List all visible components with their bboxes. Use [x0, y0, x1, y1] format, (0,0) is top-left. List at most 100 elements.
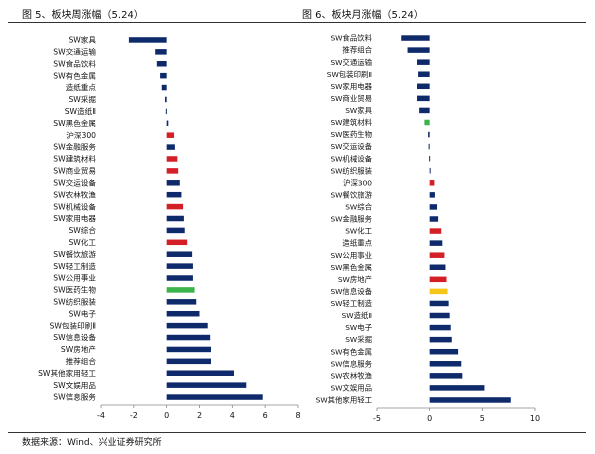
- category-label: SW轻工制造: [53, 261, 96, 271]
- category-label: SW采掘: [68, 94, 96, 104]
- x-tick-label: -2: [130, 411, 138, 420]
- category-label: SW家用电器: [53, 213, 96, 223]
- bar: [429, 264, 446, 271]
- category-label: SW餐饮旅游: [330, 190, 372, 199]
- bar: [166, 251, 193, 257]
- category-label: SW电子: [68, 308, 96, 318]
- category-label: SW农林牧渔: [53, 189, 96, 199]
- x-tick-label: 0: [164, 411, 169, 420]
- category-label: SW信息服务: [53, 392, 96, 402]
- category-label: SW轻工制造: [330, 299, 372, 308]
- category-label: SW交运设备: [53, 177, 96, 187]
- bar: [166, 394, 263, 400]
- bar: [166, 310, 200, 317]
- category-label: SW公用事业: [330, 251, 372, 260]
- x-tick-label: 0: [427, 414, 432, 423]
- bar: [429, 348, 459, 355]
- bar: [428, 131, 430, 138]
- category-label: SW综合: [68, 225, 96, 235]
- category-label: SW纺织服装: [53, 296, 96, 306]
- bar: [429, 300, 449, 307]
- bar: [429, 167, 431, 174]
- bar: [166, 132, 175, 138]
- bar: [166, 322, 208, 329]
- bar: [166, 263, 193, 269]
- category-label: SW文娱用品: [330, 383, 372, 392]
- x-tick-label: 8: [295, 411, 300, 420]
- category-label: 沪深300: [66, 130, 96, 140]
- category-label: SW信息设备: [53, 332, 96, 342]
- category-label: SW金融服务: [330, 215, 372, 224]
- bar: [429, 361, 462, 367]
- category-label: SW家具: [345, 106, 372, 115]
- bar: [166, 120, 169, 127]
- bar: [166, 215, 184, 222]
- category-label: SW房地产: [61, 344, 97, 354]
- bar: [429, 336, 452, 343]
- category-label: SW医药生物: [330, 130, 372, 139]
- category-label: SW食品饮料: [53, 58, 96, 68]
- bar: [166, 346, 211, 353]
- bar: [166, 156, 178, 162]
- bar: [419, 107, 430, 114]
- category-label: SW其他家用轻工: [38, 368, 96, 378]
- bar: [429, 192, 435, 198]
- bar: [429, 228, 442, 234]
- category-label: SW餐饮旅游: [53, 249, 96, 259]
- x-tick-label: 6: [263, 411, 268, 420]
- bar: [156, 61, 167, 67]
- x-tick-label: 2: [197, 411, 202, 420]
- bar: [166, 191, 182, 198]
- bar: [429, 276, 447, 283]
- bar: [429, 252, 445, 258]
- bar: [429, 288, 448, 295]
- bar: [155, 49, 167, 55]
- bar: [418, 71, 430, 77]
- bar: [166, 239, 188, 246]
- bar: [166, 203, 184, 210]
- bar: [166, 358, 211, 365]
- category-label: SW家用电器: [330, 82, 372, 91]
- category-label: SW信息设备: [330, 287, 372, 296]
- category-label: SW有色金属: [330, 347, 372, 356]
- category-label: SW造纸Ⅱ: [342, 311, 372, 320]
- category-label: SW信息服务: [330, 359, 372, 368]
- category-label: SW建筑材料: [330, 118, 372, 127]
- category-label: 造纸重点: [66, 82, 97, 92]
- category-label: SW采掘: [345, 335, 372, 344]
- bar: [429, 373, 463, 379]
- category-label: SW其他家用轻工: [316, 396, 373, 405]
- bar: [166, 299, 197, 305]
- bar: [407, 47, 430, 53]
- bar: [166, 382, 247, 388]
- bottom-divider: [8, 432, 586, 433]
- bar: [166, 168, 179, 174]
- bar: [429, 155, 431, 162]
- category-label: SW造纸Ⅱ: [65, 106, 96, 116]
- bar: [417, 83, 430, 90]
- category-label: SW机械设备: [330, 154, 372, 163]
- category-label: SW黑色金属: [330, 263, 372, 272]
- bar: [128, 37, 167, 43]
- bar: [428, 143, 430, 150]
- category-label: SW纺织服装: [330, 166, 372, 175]
- category-label: SW商业贸易: [330, 94, 372, 103]
- category-label: SW包装印刷Ⅱ: [50, 320, 96, 330]
- category-label: SW交通运输: [330, 58, 372, 67]
- bar: [424, 119, 430, 126]
- bar: [166, 287, 195, 293]
- category-label: SW农林牧渔: [330, 371, 372, 380]
- x-tick-label: -4: [97, 411, 105, 420]
- chart-title-month: 图 6、板块月涨幅（5.24）: [302, 10, 424, 21]
- category-label: SW建筑材料: [53, 154, 96, 164]
- x-tick-label: 5: [480, 414, 485, 423]
- category-label: SW黑色金属: [53, 118, 96, 128]
- category-label: 推荐组合: [342, 46, 372, 55]
- x-tick-label: 4: [230, 411, 235, 420]
- category-label: SW交通运输: [53, 47, 96, 57]
- category-label: SW房地产: [338, 275, 372, 284]
- category-label: SW交运设备: [330, 142, 372, 151]
- chart-title-week: 图 5、板块周涨幅（5.24）: [22, 10, 144, 21]
